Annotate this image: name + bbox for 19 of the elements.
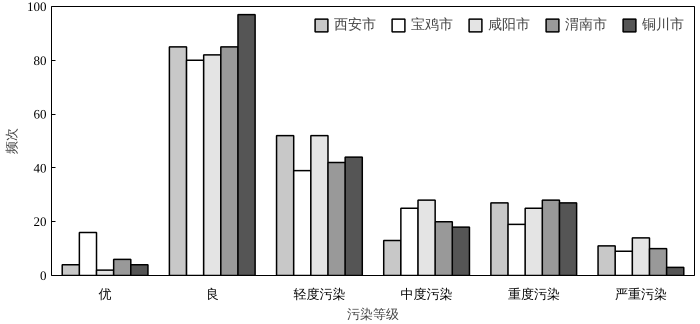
- legend-label: 宝鸡市: [411, 16, 453, 34]
- legend-label: 西安市: [334, 16, 376, 34]
- x-tick-label: 严重污染: [614, 286, 667, 302]
- x-tick-label: 重度污染: [508, 286, 560, 302]
- y-axis-title: 频次: [4, 128, 19, 154]
- legend-label: 铜川市: [642, 16, 684, 34]
- x-axis-title: 污染等级: [347, 306, 399, 322]
- legend-label: 渭南市: [565, 16, 607, 34]
- x-tick-label: 优: [98, 286, 112, 302]
- y-tick-label: 40: [34, 160, 46, 176]
- y-tick-label: 60: [34, 106, 46, 122]
- x-tick-label: 轻度污染: [293, 286, 346, 302]
- y-tick-label: 0: [40, 268, 46, 283]
- y-tick-label: 100: [27, 0, 46, 14]
- y-tick-label: 80: [34, 52, 46, 68]
- y-tick-label: 20: [34, 214, 46, 230]
- x-tick-label: 良: [206, 286, 219, 302]
- x-tick-label: 中度污染: [400, 286, 453, 302]
- legend-label: 咸阳市: [488, 16, 530, 34]
